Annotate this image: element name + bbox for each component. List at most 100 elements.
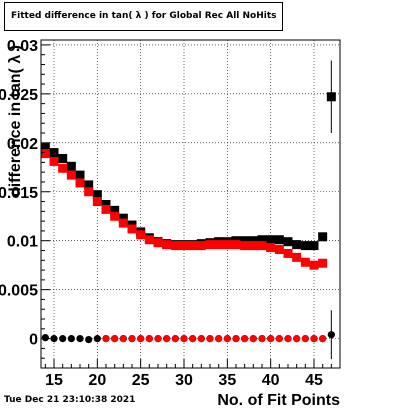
data-point-square <box>309 241 319 251</box>
data-point-circle <box>59 335 67 343</box>
title-box: Fitted difference in tan( λ ) for Global… <box>4 2 283 31</box>
data-point-square <box>92 190 102 200</box>
data-point-circle <box>163 335 171 343</box>
x-tick-label: 45 <box>305 372 323 389</box>
data-point-circle <box>50 335 58 343</box>
data-point-square <box>266 235 276 245</box>
data-point-circle <box>76 335 84 343</box>
data-point-circle <box>284 335 292 343</box>
data-point-square <box>162 240 172 250</box>
data-points <box>40 60 336 360</box>
y-tick-label: 0.025 <box>0 87 38 104</box>
data-point-circle <box>232 335 240 343</box>
data-point-circle <box>189 335 197 343</box>
y-axis-label: difference in tan( λ ) <box>7 45 24 197</box>
data-point-square <box>92 197 102 207</box>
data-point-square <box>309 260 319 270</box>
y-tick-label: 0 <box>29 332 38 349</box>
data-point-square <box>179 241 189 251</box>
y-tick-label: 0.01 <box>7 234 38 251</box>
data-point-square <box>318 232 328 242</box>
data-point-square <box>300 257 310 267</box>
data-point-circle <box>327 331 335 339</box>
data-point-circle <box>241 335 249 343</box>
data-point-square <box>188 241 198 251</box>
plot-frame <box>40 39 341 369</box>
data-point-square <box>283 248 293 258</box>
x-tick-label: 40 <box>262 372 280 389</box>
x-tick-label: 20 <box>88 372 106 389</box>
data-point-square <box>231 240 241 250</box>
data-point-circle <box>310 335 318 343</box>
grid-lines <box>41 40 340 368</box>
data-point-circle <box>85 336 93 344</box>
data-point-square <box>136 230 146 240</box>
data-point-circle <box>93 335 101 343</box>
data-point-circle <box>301 335 309 343</box>
data-point-circle <box>67 335 75 343</box>
data-point-square <box>266 243 276 253</box>
y-tick-label: 0.02 <box>7 136 38 153</box>
x-tick-label: 25 <box>132 372 150 389</box>
data-point-square <box>292 252 302 262</box>
data-point-circle <box>137 335 145 343</box>
data-point-square <box>75 170 85 180</box>
data-point-square <box>292 240 302 250</box>
data-point-square <box>49 148 59 158</box>
data-point-square <box>118 218 128 228</box>
data-point-square <box>170 241 180 251</box>
timestamp: Tue Dec 21 23:10:38 2021 <box>4 395 136 405</box>
data-point-circle <box>223 335 231 343</box>
y-tick-label: 0.03 <box>7 38 38 55</box>
data-point-square <box>58 153 68 163</box>
data-point-square <box>248 241 258 251</box>
data-point-square <box>283 237 293 247</box>
axis-ticks <box>41 44 341 368</box>
data-point-circle <box>319 335 327 343</box>
data-point-square <box>248 236 258 246</box>
data-point-square <box>49 156 59 166</box>
data-point-square <box>101 204 111 214</box>
data-point-square <box>127 224 137 234</box>
data-point-circle <box>215 335 223 343</box>
data-point-square <box>66 161 76 171</box>
data-point-square <box>84 180 94 190</box>
data-point-square <box>274 245 284 255</box>
data-point-circle <box>154 335 162 343</box>
data-point-circle <box>267 335 275 343</box>
data-point-square <box>222 240 232 250</box>
x-tick-label: 15 <box>45 372 63 389</box>
data-point-square <box>196 241 206 251</box>
data-point-square <box>240 241 250 251</box>
data-point-circle <box>258 335 266 343</box>
data-point-square <box>58 163 68 173</box>
data-point-circle <box>171 335 179 343</box>
x-tick-label: 30 <box>175 372 193 389</box>
data-point-square <box>205 240 215 250</box>
data-point-circle <box>197 335 205 343</box>
data-point-circle <box>275 335 283 343</box>
data-point-circle <box>111 335 119 343</box>
chart-title: Fitted difference in tan( λ ) for Global… <box>11 11 277 21</box>
data-point-circle <box>206 335 214 343</box>
data-point-circle <box>180 335 188 343</box>
data-point-square <box>118 213 128 223</box>
data-point-square <box>153 238 163 248</box>
data-point-circle <box>293 335 301 343</box>
data-point-square <box>257 241 267 251</box>
data-point-square <box>75 178 85 188</box>
data-point-square <box>101 199 111 209</box>
data-point-square <box>300 241 310 251</box>
data-point-square <box>318 258 328 268</box>
data-point-circle <box>102 335 110 343</box>
data-point-square <box>240 236 250 246</box>
y-tick-label: 0.015 <box>0 185 38 202</box>
data-point-square <box>84 187 94 197</box>
data-point-square <box>110 205 120 215</box>
data-point-circle <box>249 335 257 343</box>
data-point-square <box>326 92 336 102</box>
data-point-square <box>214 240 224 250</box>
data-point-square <box>40 143 50 153</box>
x-tick-label: 35 <box>218 372 236 389</box>
data-point-square <box>144 235 154 245</box>
